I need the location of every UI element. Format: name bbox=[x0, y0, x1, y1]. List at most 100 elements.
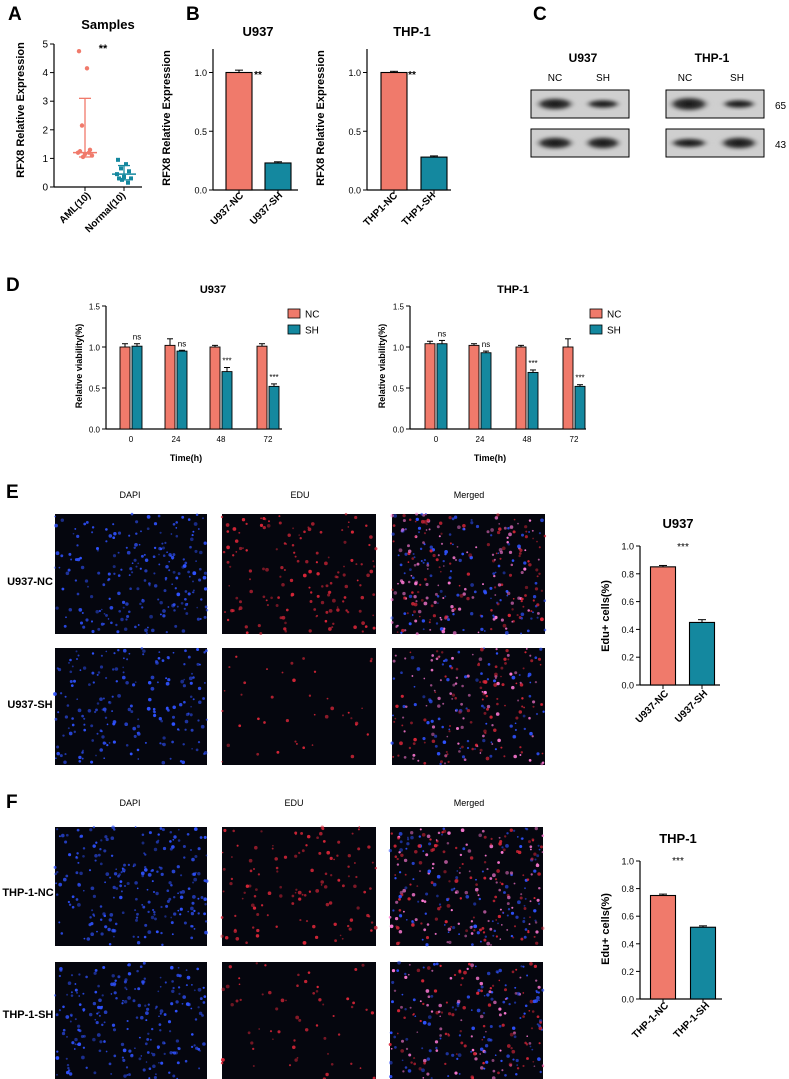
panel-d-u937-xtick-label: 0 bbox=[129, 435, 134, 444]
panel-e-nc-edu-image-cell bbox=[265, 599, 268, 602]
panel-f-sh-dapi-image-cell bbox=[112, 1028, 117, 1032]
panel-f-nc-edu-image-cell bbox=[308, 890, 312, 893]
panel-f-nc-dapi-image-cell bbox=[199, 836, 203, 839]
panel-f-sh-dapi-image-cell bbox=[163, 1052, 166, 1056]
panel-f-sh-merged-image-cell bbox=[422, 1077, 425, 1079]
panel-f-nc-merged-image-cell bbox=[444, 920, 448, 924]
panel-e-nc-merged-image-cell bbox=[493, 586, 497, 589]
panel-f-nc-merged-image-cell bbox=[421, 899, 424, 903]
panel-f-nc-merged-image-cell bbox=[439, 906, 442, 908]
panel-f-sh-merged-image-cell bbox=[538, 1024, 541, 1028]
panel-e-sh-merged-image-cell bbox=[461, 755, 466, 759]
panel-e-sh-merged-image-cell bbox=[528, 759, 532, 762]
panel-e-nc-dapi-image-cell bbox=[82, 625, 86, 629]
panel-f-sh-dapi-image-cell bbox=[199, 1049, 201, 1052]
panel-e-chart-ytick-label: 0.0 bbox=[621, 681, 634, 691]
panel-e-sh-merged-image-cell bbox=[454, 709, 457, 712]
panel-e-sh-dapi-image-cell bbox=[192, 698, 195, 701]
panel-e-nc-merged-image-cell bbox=[454, 558, 458, 562]
panel-f-nc-merged-image-cell bbox=[499, 938, 502, 940]
panel-e-nc-merged-image-cell bbox=[512, 530, 516, 534]
panel-f-sh-merged-image-cell bbox=[489, 987, 492, 990]
panel-e-nc-dapi-image-cell bbox=[168, 560, 171, 563]
panel-f-sh-merged-image-cell bbox=[456, 1057, 459, 1060]
panel-e-sh-merged-image-cell bbox=[483, 680, 488, 684]
panel-f-nc-merged-image-cell bbox=[393, 844, 397, 848]
panel-f-sh-dapi-image-cell bbox=[145, 1061, 148, 1063]
panel-f-sh-merged-image-cell bbox=[471, 1048, 475, 1052]
panel-e-sh-merged-image-cell bbox=[434, 734, 438, 738]
panel-f-nc-dapi-image-cell bbox=[111, 825, 115, 829]
panel-f-nc-dapi-image-cell bbox=[141, 903, 144, 906]
panel-f-nc-merged-image-cell bbox=[410, 835, 414, 840]
panel-e-sh-merged-image-cell bbox=[476, 745, 479, 748]
panel-e-sh-dapi-image-cell bbox=[81, 757, 84, 760]
panel-f-sh-merged-image-cell bbox=[388, 1060, 393, 1065]
panel-f-sh-edu-image-cell bbox=[330, 1063, 334, 1066]
panel-f-sh-merged-image-cell bbox=[412, 998, 416, 1002]
panel-f-sh-dapi-image-cell bbox=[185, 969, 188, 971]
panel-f-nc-dapi-image-cell bbox=[193, 877, 198, 882]
panel-e-nc-dapi-image-cell bbox=[135, 532, 138, 535]
panel-e-nc-dapi-image-cell bbox=[133, 558, 137, 562]
panel-e-sh-dapi-image-cell bbox=[70, 684, 74, 687]
panel-e-nc-dapi-image-cell bbox=[128, 610, 131, 613]
panel-f-nc-edu-image-cell bbox=[255, 934, 260, 938]
panel-f-nc-merged-image-cell bbox=[499, 839, 503, 844]
panel-f-nc-merged-image-cell bbox=[427, 869, 432, 874]
panel-f-sh-merged-image-cell bbox=[447, 1075, 450, 1078]
panel-e-nc-merged-image-cell bbox=[421, 619, 426, 623]
panel-f-sh-dapi-image-cell bbox=[110, 1072, 113, 1075]
panel-f-sh-dapi-image-cell bbox=[121, 1056, 124, 1059]
panel-f-nc-merged-image-cell bbox=[438, 903, 442, 906]
panel-a-title: Samples bbox=[81, 17, 134, 32]
panel-f-nc-edu-image-cell bbox=[276, 870, 279, 873]
panel-f-sh-dapi-image-cell bbox=[193, 989, 196, 992]
panel-d-thp1-bar-nc bbox=[468, 344, 480, 430]
panel-e-nc-dapi-image-cell bbox=[167, 606, 170, 608]
panel-a-point-normal bbox=[124, 162, 128, 167]
panel-e-nc-dapi-image-cell bbox=[144, 628, 148, 633]
panel-e-nc-merged-image-cell bbox=[435, 558, 439, 562]
panel-f-sh-dapi-image-cell bbox=[78, 1003, 82, 1006]
panel-f-nc-merged-image-cell bbox=[478, 897, 482, 901]
panel-f-nc-dapi-image-cell bbox=[190, 911, 195, 916]
panel-e-nc-edu-image-cell bbox=[315, 551, 319, 555]
panel-f-sh-merged-image-cell bbox=[506, 1044, 511, 1048]
panel-f-nc-dapi-image-cell bbox=[136, 941, 141, 945]
panel-f-sh-merged-image-cell bbox=[504, 984, 507, 987]
panel-e-nc-merged-image-cell bbox=[434, 592, 438, 596]
panel-e-sh-merged-image-cell bbox=[440, 651, 444, 654]
panel-f-sh-merged-image-cell bbox=[482, 1011, 486, 1015]
panel-f-sh-merged-image-cell bbox=[421, 1068, 425, 1073]
panel-e-sh-merged-image-cell bbox=[439, 679, 442, 682]
panel-e-nc-edu-image-cell bbox=[344, 584, 349, 589]
panel-f-nc-dapi-image-cell bbox=[194, 828, 197, 831]
panel-e-nc-edu-image-cell bbox=[265, 567, 269, 572]
panel-f-nc-dapi-image-cell bbox=[115, 868, 117, 870]
panel-f-nc-dapi-image-cell bbox=[170, 883, 173, 887]
panel-f-nc-dapi-image-cell bbox=[172, 838, 175, 841]
panel-e-nc-dapi-image-cell bbox=[171, 583, 174, 586]
panel-e-nc-dapi-image-cell bbox=[55, 551, 60, 556]
panel-f-nc-edu-image-cell bbox=[306, 834, 311, 839]
panel-f-sh-merged-image-cell bbox=[519, 1016, 522, 1020]
panel-e-sh-merged-image-cell bbox=[435, 650, 439, 653]
panel-e-sh-merged-image-cell bbox=[422, 695, 426, 699]
panel-f-nc-dapi-image-cell bbox=[96, 930, 98, 933]
panel-f-nc-dapi-image-cell bbox=[189, 848, 193, 852]
panel-f-sh-dapi-image-cell bbox=[77, 1042, 82, 1047]
panel-e-nc-merged-image-cell bbox=[423, 601, 428, 606]
panel-f-nc-edu-image-cell bbox=[260, 904, 264, 907]
panel-f-nc-dapi-image-cell bbox=[95, 841, 98, 844]
panel-f-nc-edu-image-cell bbox=[367, 845, 371, 849]
panel-e-sh-dapi-image-cell bbox=[161, 743, 164, 745]
panel-e-sh-merged-image-cell bbox=[495, 677, 497, 680]
panel-e-sh-dapi-image-cell bbox=[183, 663, 186, 666]
panel-f-nc-dapi-image-cell bbox=[170, 916, 173, 919]
panel-e-sh-dapi-image-cell bbox=[191, 747, 193, 750]
panel-e-nc-merged-image-cell bbox=[415, 600, 418, 603]
panel-f-nc-merged-image-cell bbox=[533, 852, 537, 856]
panel-f-sh-merged-image-cell bbox=[397, 1009, 401, 1013]
panel-e-sh-merged-image-cell bbox=[423, 718, 427, 722]
